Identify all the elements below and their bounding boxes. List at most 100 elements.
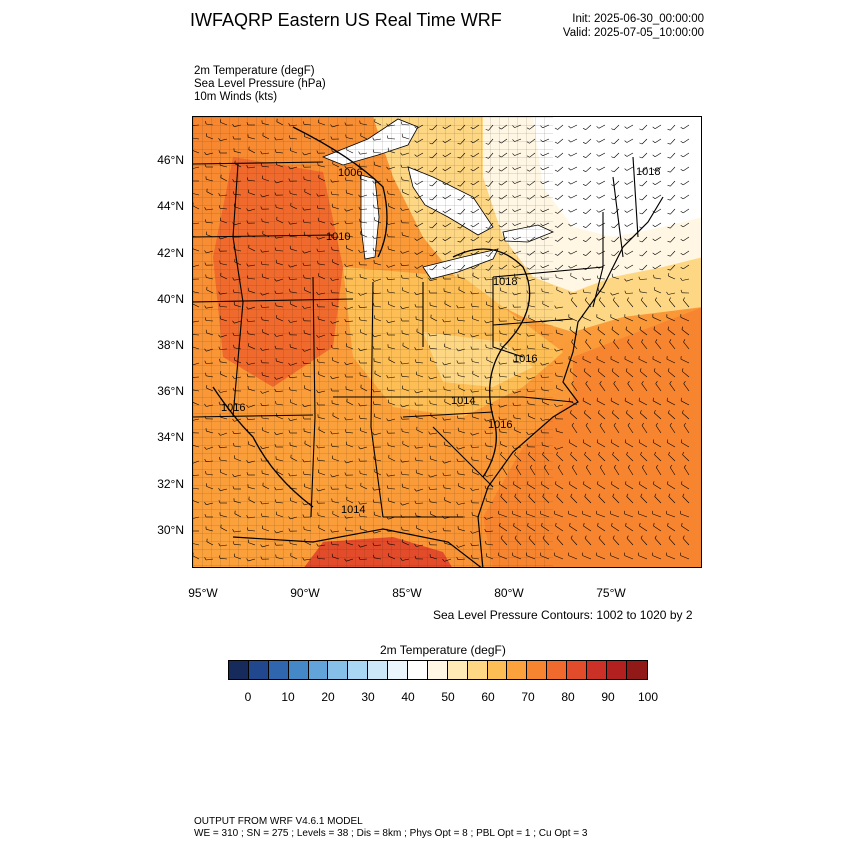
wind-barb <box>360 375 368 378</box>
wind-barb-flag <box>512 402 515 406</box>
wind-barb <box>206 502 214 505</box>
wind-barb-flag <box>274 192 277 196</box>
wind-barb-flag <box>611 142 615 145</box>
wind-barb-flag <box>683 381 686 384</box>
wind-barb <box>206 250 214 254</box>
wind-barb-flag <box>470 346 473 350</box>
wind-barb <box>500 306 508 310</box>
wind-barb <box>360 404 368 407</box>
wind-barb <box>571 425 578 434</box>
wind-barb <box>584 538 592 546</box>
wind-barb-flag <box>569 326 572 330</box>
wind-barb-flag <box>668 535 671 539</box>
wind-barb-flag <box>625 522 627 527</box>
pressure-label: 1014 <box>451 395 476 407</box>
wind-barb-flag <box>415 359 417 363</box>
wind-barb-flag <box>232 179 235 183</box>
wind-barb-flag <box>554 141 558 144</box>
wind-barb <box>388 402 396 406</box>
wind-barb-flag <box>372 334 375 337</box>
wind-barb <box>416 319 424 322</box>
wind-barb-flag <box>611 184 615 187</box>
wind-barb-flag <box>457 128 461 131</box>
wind-barb-flag <box>372 530 375 534</box>
wind-barb <box>247 180 256 182</box>
wind-barb-flag <box>358 556 361 560</box>
wind-barb <box>500 388 508 392</box>
wind-barb-flag <box>470 196 474 200</box>
colorbar-swatch <box>626 661 647 679</box>
wind-barb-flag <box>330 376 333 379</box>
wind-barb <box>220 373 228 378</box>
wind-barb <box>346 166 354 169</box>
wind-barb-flag <box>582 170 586 172</box>
wind-barb-flag <box>627 422 630 426</box>
wind-barb-flag <box>583 481 585 485</box>
colorbar-swatch <box>229 661 249 679</box>
wind-barb-flag <box>680 182 684 186</box>
wind-barb <box>501 236 508 242</box>
wind-barb <box>373 292 382 294</box>
wind-barb <box>683 425 690 434</box>
wind-barb <box>233 432 242 434</box>
wind-barb <box>585 208 592 214</box>
wind-barb <box>488 166 494 173</box>
wind-barb-flag <box>457 198 461 201</box>
wind-barb <box>556 387 564 392</box>
wind-barb <box>499 525 508 532</box>
wind-barb <box>652 317 662 322</box>
wind-barb-flag <box>232 375 235 379</box>
wind-barb-flag <box>498 169 502 172</box>
wind-barb <box>360 152 368 155</box>
colorbar-swatch <box>606 661 627 679</box>
wind-barb-flag <box>668 493 671 497</box>
wind-barb-flag <box>344 417 347 421</box>
wind-barb <box>276 376 284 380</box>
wind-barb-flag <box>414 543 417 547</box>
wind-barb <box>290 555 298 560</box>
wind-barb-flag <box>414 224 418 227</box>
wind-barb-flag <box>260 544 263 548</box>
wind-barb <box>332 278 340 281</box>
wind-barb <box>193 376 200 378</box>
wind-barb <box>471 306 480 308</box>
wind-barb <box>290 124 298 127</box>
wind-barb <box>431 124 438 131</box>
wind-barb <box>654 222 662 227</box>
wind-barb <box>585 264 592 270</box>
wind-barb-flag <box>568 167 571 171</box>
wind-barb-flag <box>512 209 515 212</box>
wind-barb-flag <box>512 251 515 254</box>
wind-barb <box>304 486 312 490</box>
wind-barb <box>416 472 424 476</box>
wind-barb <box>318 236 326 240</box>
wind-barb <box>304 208 312 211</box>
wind-barb <box>514 124 522 128</box>
wind-barb <box>472 514 480 518</box>
wind-barb-flag <box>316 488 319 492</box>
wind-barb-flag <box>582 254 586 256</box>
wind-barb <box>444 138 452 143</box>
wind-barb-flag <box>470 266 474 270</box>
wind-barb <box>641 152 648 159</box>
valid-time: Valid: 2025-07-05_10:00:00 <box>562 27 704 39</box>
wind-barb <box>556 538 564 546</box>
colorbar-tick-label: 50 <box>441 690 455 704</box>
wind-barb <box>332 415 340 420</box>
wind-barb-flag <box>554 253 558 256</box>
wind-barb <box>472 318 480 322</box>
wind-barb-flag <box>428 443 431 447</box>
wind-barb-flag <box>653 326 656 330</box>
wind-barb-flag <box>668 297 671 301</box>
wind-barb-flag <box>582 212 586 214</box>
wind-barb <box>431 264 438 271</box>
wind-barb-flag <box>611 156 615 159</box>
wind-barb-flag <box>274 290 277 294</box>
wind-barb <box>542 346 550 350</box>
wind-barb <box>193 303 200 308</box>
wind-barb <box>220 459 228 462</box>
wind-barb-flag <box>680 238 684 242</box>
wind-barb-flag <box>666 291 669 295</box>
wind-barb <box>639 278 648 280</box>
wind-barb-flag <box>484 375 487 379</box>
